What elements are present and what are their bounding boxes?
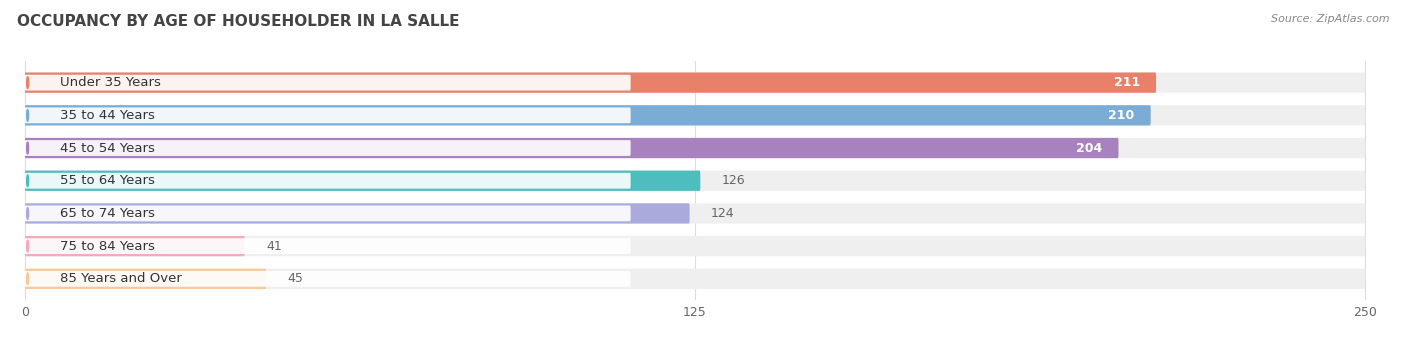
Circle shape bbox=[27, 175, 28, 187]
Text: Source: ZipAtlas.com: Source: ZipAtlas.com bbox=[1271, 14, 1389, 24]
Circle shape bbox=[27, 273, 28, 285]
Text: 126: 126 bbox=[721, 174, 745, 187]
FancyBboxPatch shape bbox=[14, 173, 631, 189]
FancyBboxPatch shape bbox=[25, 138, 1119, 158]
FancyBboxPatch shape bbox=[14, 107, 631, 123]
Text: 211: 211 bbox=[1114, 76, 1140, 89]
FancyBboxPatch shape bbox=[14, 238, 631, 254]
FancyBboxPatch shape bbox=[25, 236, 245, 256]
Text: 75 to 84 Years: 75 to 84 Years bbox=[60, 240, 155, 253]
FancyBboxPatch shape bbox=[14, 206, 631, 221]
FancyBboxPatch shape bbox=[14, 75, 631, 91]
FancyBboxPatch shape bbox=[25, 138, 1365, 158]
FancyBboxPatch shape bbox=[25, 73, 1156, 93]
Text: Under 35 Years: Under 35 Years bbox=[60, 76, 160, 89]
Circle shape bbox=[27, 208, 28, 219]
FancyBboxPatch shape bbox=[25, 105, 1365, 125]
FancyBboxPatch shape bbox=[25, 203, 1365, 224]
Text: 45 to 54 Years: 45 to 54 Years bbox=[60, 142, 155, 154]
FancyBboxPatch shape bbox=[25, 170, 1365, 191]
Circle shape bbox=[27, 240, 28, 252]
Text: 41: 41 bbox=[266, 240, 281, 253]
Text: 124: 124 bbox=[711, 207, 735, 220]
FancyBboxPatch shape bbox=[25, 269, 1365, 289]
Text: OCCUPANCY BY AGE OF HOUSEHOLDER IN LA SALLE: OCCUPANCY BY AGE OF HOUSEHOLDER IN LA SA… bbox=[17, 14, 460, 29]
Text: 85 Years and Over: 85 Years and Over bbox=[60, 272, 181, 285]
Text: 204: 204 bbox=[1076, 142, 1102, 154]
FancyBboxPatch shape bbox=[25, 236, 1365, 256]
Text: 210: 210 bbox=[1108, 109, 1135, 122]
Circle shape bbox=[27, 109, 28, 121]
FancyBboxPatch shape bbox=[25, 203, 689, 224]
Text: 55 to 64 Years: 55 to 64 Years bbox=[60, 174, 155, 187]
Text: 35 to 44 Years: 35 to 44 Years bbox=[60, 109, 155, 122]
FancyBboxPatch shape bbox=[14, 140, 631, 156]
Text: 45: 45 bbox=[287, 272, 304, 285]
Text: 65 to 74 Years: 65 to 74 Years bbox=[60, 207, 155, 220]
FancyBboxPatch shape bbox=[25, 170, 700, 191]
FancyBboxPatch shape bbox=[25, 105, 1150, 125]
Circle shape bbox=[27, 77, 28, 89]
FancyBboxPatch shape bbox=[14, 271, 631, 287]
FancyBboxPatch shape bbox=[25, 73, 1365, 93]
Circle shape bbox=[27, 142, 28, 154]
FancyBboxPatch shape bbox=[25, 269, 266, 289]
